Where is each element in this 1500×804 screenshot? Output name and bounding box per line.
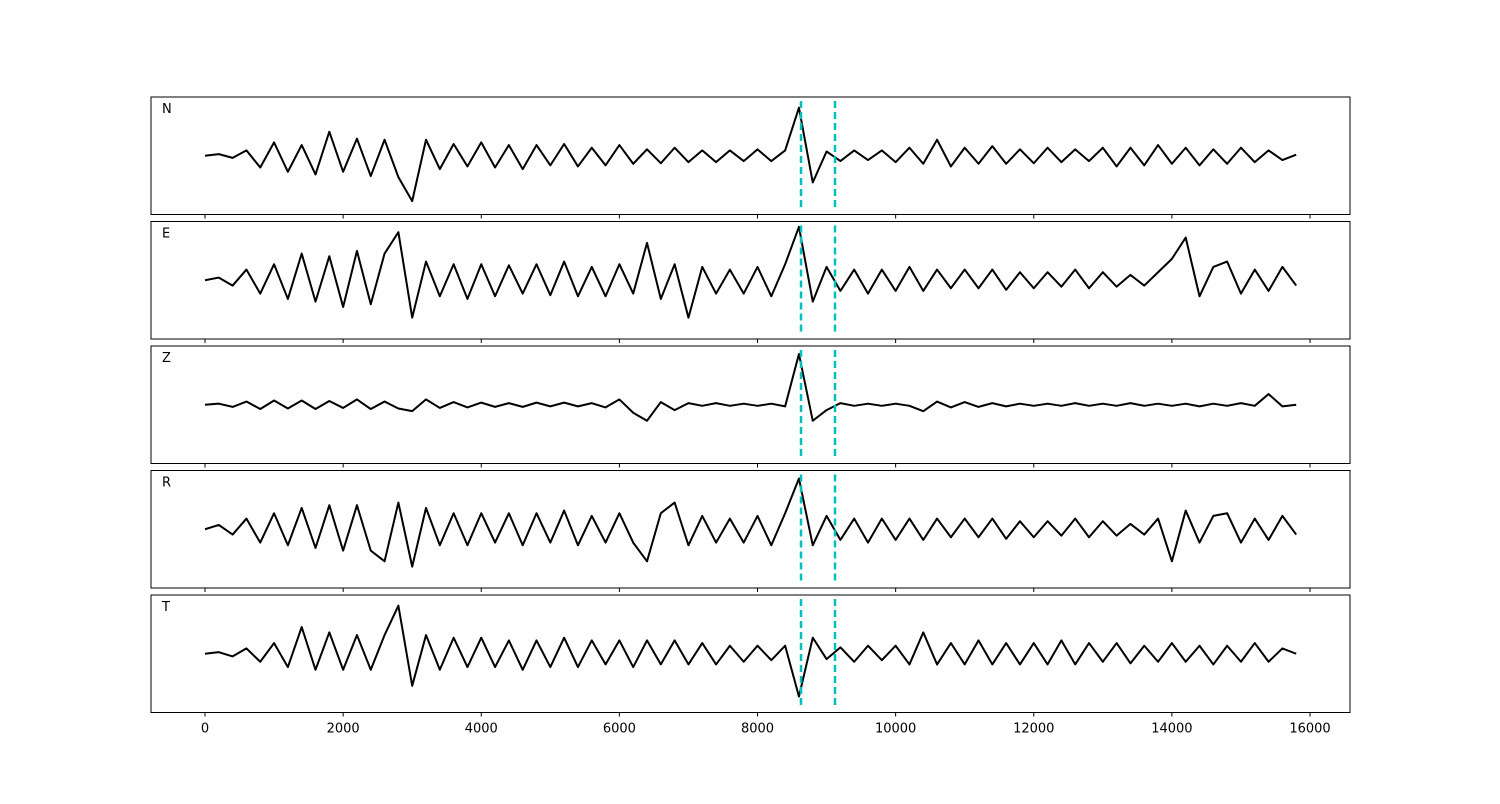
- x-tick-label: 6000: [603, 722, 636, 737]
- x-tick-label: 2000: [327, 722, 360, 737]
- x-tick-label: 12000: [1013, 722, 1054, 737]
- panel-frame: [150, 221, 1351, 340]
- panel-label: T: [161, 600, 170, 615]
- x-tick-label: 0: [201, 722, 209, 737]
- x-tick-label: 10000: [875, 722, 916, 737]
- trace: [204, 225, 1298, 319]
- panel-frame: [150, 345, 1351, 464]
- panel-frame: [150, 594, 1351, 713]
- x-tick-label: 8000: [741, 722, 774, 737]
- panel-frame: [150, 96, 1351, 215]
- trace: [204, 106, 1297, 203]
- panel-frame: [150, 470, 1351, 589]
- trace: [204, 604, 1297, 698]
- panel-label: R: [162, 476, 171, 491]
- panel-label: E: [162, 227, 170, 242]
- trace: [204, 477, 1298, 568]
- panel-label: N: [162, 102, 172, 117]
- panel-label: Z: [162, 351, 171, 366]
- trace: [204, 353, 1297, 422]
- x-tick-label: 14000: [1151, 722, 1192, 737]
- x-tick-label: 16000: [1289, 722, 1330, 737]
- x-tick-label: 4000: [465, 722, 498, 737]
